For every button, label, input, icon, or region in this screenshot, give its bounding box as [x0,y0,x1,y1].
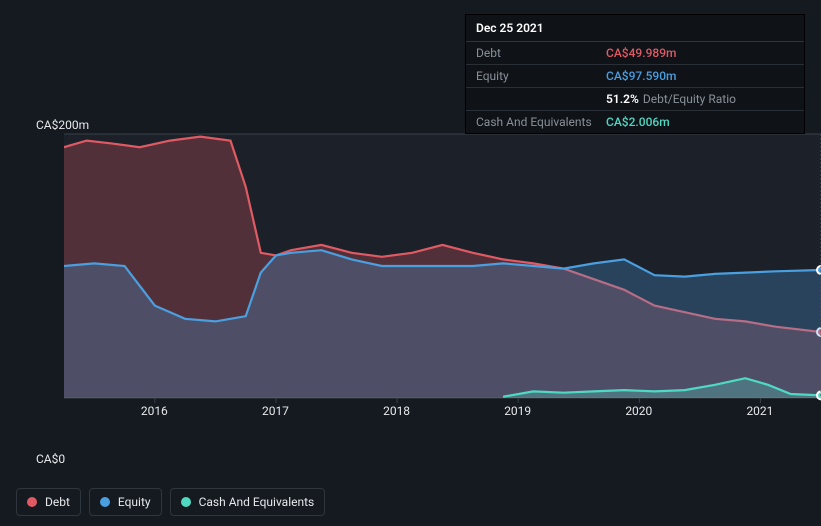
series-end-marker [817,266,821,274]
legend-dot-icon [181,497,191,507]
legend-dot-icon [27,497,37,507]
tooltip-row-value: CA$97.590m [606,69,677,83]
x-axis-tick: 2016 [141,404,168,418]
legend-dot-icon [100,497,110,507]
tooltip-panel: Dec 25 2021 DebtCA$49.989mEquityCA$97.59… [465,14,805,134]
tooltip-row: Cash And EquivalentsCA$2.006m [466,111,804,133]
legend-label: Cash And Equivalents [199,495,315,509]
tooltip-row-label: Equity [476,69,606,83]
x-axis-tick: 2020 [625,404,652,418]
y-axis-bottom-label: CA$0 [36,452,65,466]
tooltip-row-value: CA$2.006m [606,115,670,129]
legend-label: Equity [118,495,151,509]
x-axis-tick: 2017 [262,404,289,418]
tooltip-date: Dec 25 2021 [466,15,804,42]
tooltip-row: EquityCA$97.590m [466,65,804,88]
tooltip-row: 51.2%Debt/Equity Ratio [466,88,804,111]
tooltip-row-label: Cash And Equivalents [476,115,606,129]
tooltip-row-value: CA$49.989m [606,46,677,60]
tooltip-row: DebtCA$49.989m [466,42,804,65]
tooltip-ratio: 51.2%Debt/Equity Ratio [606,92,736,106]
legend-item[interactable]: Debt [16,488,81,516]
x-axis: 2016 2017 2018 2019 2020 2021 [64,404,805,420]
x-axis-tick: 2019 [504,404,531,418]
legend-label: Debt [45,495,70,509]
legend-item[interactable]: Cash And Equivalents [170,488,326,516]
chart-container: Dec 25 2021 DebtCA$49.989mEquityCA$97.59… [0,0,821,526]
series-end-marker [817,391,821,399]
chart-area: CA$200m CA$0 201620172018201920202021 [16,120,805,486]
tooltip-row-label: Debt [476,46,606,60]
x-axis-tick: 2018 [383,404,410,418]
legend: Debt Equity Cash And Equivalents [16,488,325,516]
x-axis-tick: 2021 [746,404,773,418]
legend-item[interactable]: Equity [89,488,162,516]
plot-svg [64,120,821,420]
tooltip-row-label [476,92,606,106]
